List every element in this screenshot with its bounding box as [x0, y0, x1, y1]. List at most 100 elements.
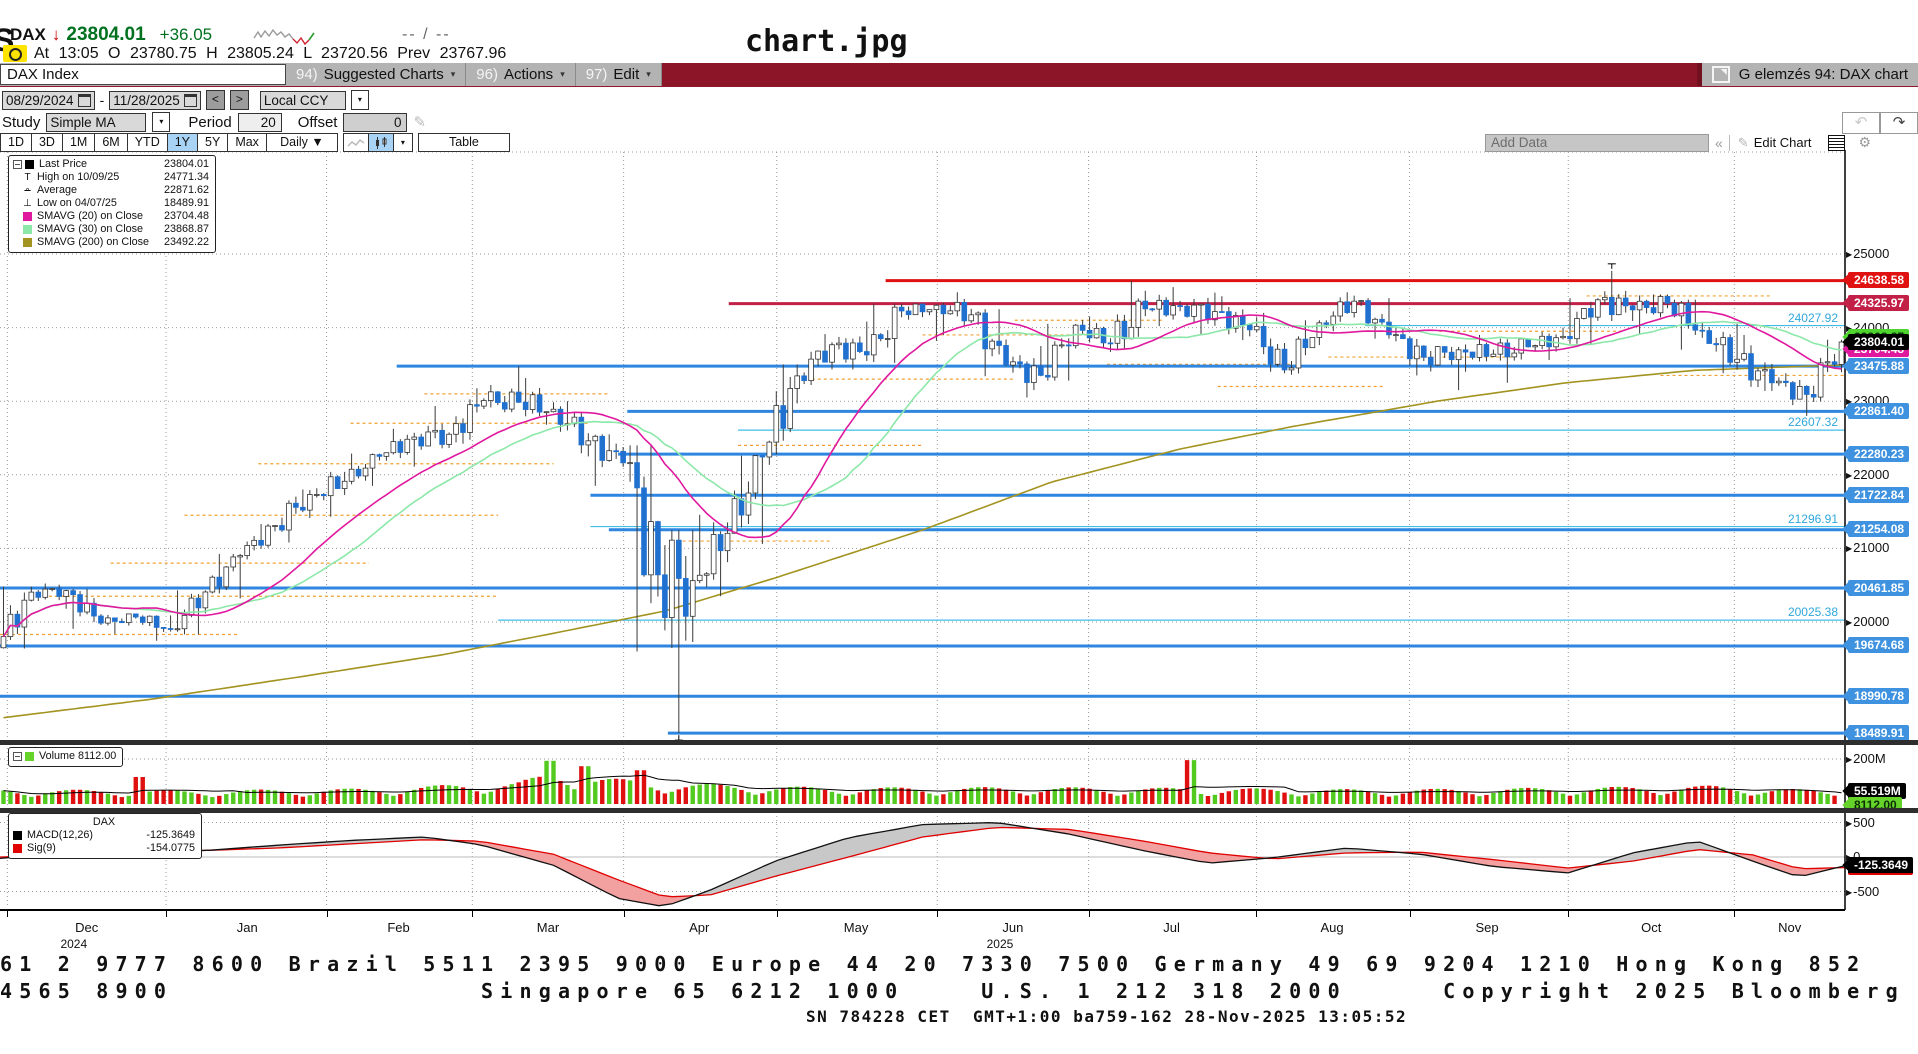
- legend-row: SMAVG (30) on Close 23868.87: [13, 223, 209, 236]
- pencil-icon: ✎: [1737, 134, 1749, 150]
- price-badge: 21722.84: [1848, 486, 1910, 503]
- range-toolbar: 1D 3D 1M 6M YTD 1Y 5Y Max Daily ▼ ▾ Table: [0, 133, 510, 152]
- edit-study-icon[interactable]: ✎: [413, 114, 427, 131]
- price-legend[interactable]: Last Price 23804.01 T High on 10/09/25 24771…: [8, 155, 216, 253]
- month-tick: [472, 910, 474, 917]
- low-marker-icon: ⊥: [23, 198, 32, 209]
- month-tick: [1734, 910, 1736, 917]
- study-dropdown-icon[interactable]: ▾: [152, 112, 171, 132]
- price-badge: 22280.23: [1848, 445, 1910, 462]
- price-badge: 23475.88: [1848, 357, 1910, 374]
- level-label: 20025.38: [1787, 605, 1838, 620]
- ohlc-line: At 13:05 O 23780.75 H 23805.24 L 23720.5…: [34, 45, 507, 62]
- footer-line-1: 61 2 9777 8600 Brazil 5511 2395 9000 Eur…: [0, 952, 1867, 976]
- price-change: +36.05: [159, 25, 213, 44]
- edit-chart-button[interactable]: ✎ Edit Chart: [1728, 134, 1820, 151]
- range-button-max[interactable]: Max: [227, 133, 267, 152]
- month-label: Aug: [1320, 920, 1344, 935]
- volume-legend[interactable]: Volume 8112.00: [8, 747, 124, 767]
- next-period-button[interactable]: >: [229, 90, 249, 110]
- line-chart-type-button[interactable]: [342, 133, 369, 152]
- price-badge: 20461.85: [1848, 579, 1910, 596]
- range-button-1y[interactable]: 1Y: [166, 133, 199, 152]
- date-to-input[interactable]: 11/28/2025: [109, 90, 201, 110]
- macd-swatch: [13, 831, 22, 840]
- level-label: 24027.92: [1787, 310, 1838, 325]
- annotate-icon[interactable]: [1827, 134, 1845, 151]
- month-label: Jun: [1002, 920, 1024, 935]
- volume-ma-badge: 55.519M: [1848, 783, 1906, 799]
- month-tick: [1568, 910, 1570, 917]
- ticker-input[interactable]: DAX Index: [0, 64, 286, 85]
- legend-row: ∘ Average 22871.62: [24, 184, 209, 196]
- legend-tree-icon: [13, 160, 22, 169]
- range-button-6m[interactable]: 6M: [94, 133, 128, 152]
- range-button-ytd[interactable]: YTD: [126, 133, 168, 152]
- legend-swatch: [23, 212, 32, 221]
- menu-edit[interactable]: 97) Edit ▾: [576, 63, 662, 86]
- month-tick: [1256, 910, 1258, 917]
- month-label: Dec: [75, 920, 99, 935]
- price-badge: 18489.91: [1848, 724, 1910, 741]
- undo-button[interactable]: ↶: [1842, 112, 1880, 134]
- gear-icon[interactable]: ⚙: [1858, 134, 1872, 150]
- mini-sparkline: [253, 28, 315, 46]
- legend-row: ⊥ Low on 04/07/25 18489.91: [23, 197, 209, 209]
- month-label: Apr: [689, 920, 710, 935]
- add-data-input[interactable]: Add Data: [1485, 133, 1709, 152]
- legend-row: T High on 10/09/25 24771.34: [24, 171, 209, 183]
- range-button-1m[interactable]: 1M: [61, 133, 96, 152]
- sig-swatch: [13, 844, 22, 853]
- legend-row: SMAVG (200) on Close 23492.22: [13, 236, 209, 249]
- range-button-1d[interactable]: 1D: [0, 133, 32, 152]
- currency-dropdown-icon[interactable]: ▾: [350, 90, 369, 110]
- saved-chart-label[interactable]: G elemzés 94: DAX chart: [1696, 63, 1918, 86]
- month-label: Oct: [1641, 920, 1662, 935]
- undo-redo-group: ↶ ↷: [1842, 112, 1918, 134]
- panel-separator[interactable]: [0, 808, 1918, 813]
- redo-button[interactable]: ↷: [1880, 112, 1918, 134]
- year-label: 2024: [60, 937, 88, 951]
- menu-suggested-charts[interactable]: 94) Suggested Charts ▾: [286, 63, 467, 86]
- gauge-icon: [3, 45, 27, 62]
- calendar-icon: [77, 93, 91, 107]
- range-button-3d[interactable]: 3D: [30, 133, 63, 152]
- range-button-5y[interactable]: 5Y: [197, 133, 229, 152]
- month-label: Jan: [236, 920, 258, 935]
- prev-period-button[interactable]: <: [205, 90, 225, 110]
- period-input[interactable]: 20: [237, 112, 282, 132]
- price-badge: 22861.40: [1848, 402, 1910, 419]
- chart-type-dropdown-icon[interactable]: ▾: [392, 133, 413, 152]
- month-tick: [937, 910, 939, 917]
- date-range-row: 08/29/2024 - 11/28/2025 < > Local CCY ▾: [2, 90, 369, 110]
- study-select[interactable]: Simple MA: [46, 112, 147, 132]
- candle-chart-type-button[interactable]: [367, 133, 394, 152]
- offset-input[interactable]: 0: [343, 112, 408, 132]
- month-tick: [1088, 910, 1090, 917]
- axis-tick: ▶500: [1846, 814, 1875, 830]
- currency-select[interactable]: Local CCY: [259, 90, 346, 110]
- table-button[interactable]: Table: [417, 133, 510, 152]
- period-label: Period: [188, 113, 232, 131]
- price-badge: 19674.68: [1848, 637, 1910, 654]
- legend-swatch: [25, 160, 34, 169]
- axis-tick: ▶21000: [1846, 540, 1890, 556]
- month-label: Nov: [1778, 920, 1802, 935]
- calendar-icon: [183, 93, 197, 107]
- date-from-input[interactable]: 08/29/2024: [2, 90, 95, 110]
- axis-tick: ▶-500: [1846, 883, 1880, 899]
- axis-tick: ▶200M: [1846, 751, 1886, 766]
- symbol: DAX: [10, 25, 46, 44]
- collapse-button[interactable]: «: [1715, 134, 1723, 151]
- footer-line-3: SN 784228 CET GMT+1:00 ba759-162 28-Nov-…: [806, 1007, 1408, 1026]
- month-tick: [7, 910, 9, 917]
- legend-row: Last Price 23804.01: [13, 158, 209, 171]
- frequency-select[interactable]: Daily ▼: [265, 133, 338, 152]
- macd-legend[interactable]: DAX MACD(12,26) -125.3649 Sig(9) -154.07…: [8, 813, 202, 859]
- panel-separator[interactable]: [0, 740, 1918, 745]
- menu-actions[interactable]: 96) Actions ▾: [466, 63, 576, 86]
- chevron-down-icon: ▾: [646, 69, 651, 79]
- price-badge: 24325.97: [1848, 295, 1910, 312]
